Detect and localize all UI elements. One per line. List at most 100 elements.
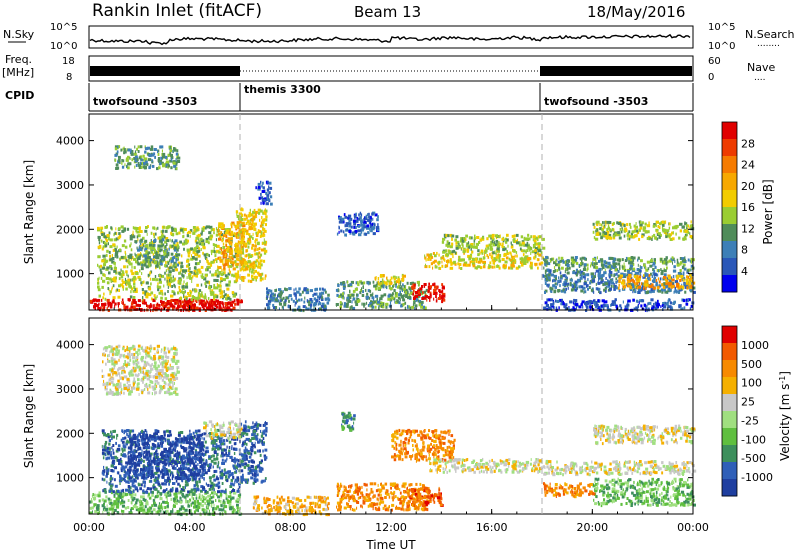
scatter-cell-0-7-177: [172, 161, 176, 165]
scatter-cell-0-19-68: [364, 225, 367, 229]
scatter-cell-0-2-869: [126, 227, 130, 231]
scatter-cell-0-14-107: [627, 257, 631, 261]
scatter-cell-0-13-216: [447, 234, 450, 238]
scatter-cell-0-3-135: [137, 257, 141, 260]
scatter-cell-0-15-386: [580, 289, 584, 293]
scatter-cell-0-8-33: [318, 297, 321, 300]
scatter-cell-0-13-25: [539, 235, 543, 239]
scatter-cell-0-2-255: [182, 269, 185, 273]
scatter-cell-0-2-457: [223, 290, 225, 294]
scatter-cell-0-19-119: [365, 214, 368, 218]
scatter-cell-0-15-188: [624, 275, 627, 278]
scatter-cell-0-7-84: [158, 166, 161, 170]
scatter-cell-0-2-361: [153, 250, 156, 254]
scatter-cell-0-9-61: [352, 289, 356, 293]
scatter-cell-0-15-89: [595, 287, 597, 291]
scatter-cell-0-2-131: [100, 226, 104, 230]
scatter-cell-0-2-726: [232, 234, 235, 237]
scatter-cell-0-4-132: [228, 232, 232, 236]
scatter-cell-0-13-84: [456, 241, 460, 245]
scatter-cell-0-2-562: [168, 276, 170, 280]
scatter-cell-0-9-23: [351, 293, 355, 297]
scatter-cell-0-2-769: [195, 241, 199, 245]
scatter-cell-0-9-233: [369, 302, 373, 305]
scatter-cell-0-16-204: [651, 235, 654, 239]
scatter-cell-0-5-260: [248, 211, 251, 215]
scatter-cell-1-0-136: [93, 493, 96, 497]
scatter-cell-0-15-403: [546, 278, 548, 281]
scatter-cell-0-10-4: [441, 300, 444, 304]
scatter-cell-0-15-206: [593, 275, 596, 279]
scatter-cell-1-1-9: [111, 469, 115, 473]
scatter-cell-0-14-248: [571, 260, 575, 264]
scatter-cell-0-2-765: [105, 277, 109, 280]
scatter-cell-0-18-52: [586, 305, 589, 309]
scatter-cell-0-8-132: [308, 303, 312, 307]
scatter-cell-0-4-112: [229, 237, 233, 241]
scatter-cell-0-7-151: [143, 157, 148, 161]
scatter-cell-0-2-625: [192, 288, 194, 292]
scatter-cell-0-16-37: [669, 238, 673, 241]
scatter-cell-0-2-28: [205, 237, 209, 241]
scatter-cell-0-11-7: [382, 281, 385, 285]
scatter-cell-0-5-55: [247, 273, 250, 277]
scatter-cell-0-16-228: [611, 227, 614, 231]
scatter-cell-0-15-202: [607, 284, 611, 288]
scatter-cell-0-2-27: [200, 283, 203, 287]
scatter-cell-0-7-18: [146, 146, 150, 150]
scatter-cell-0-0-96: [93, 298, 96, 302]
scatter-cell-0-13-191: [448, 244, 451, 248]
scatter-cell-0-0-42: [231, 300, 235, 304]
scatter-cell-0-12-106: [489, 261, 492, 265]
scatter-cell-0-14-75: [601, 266, 605, 269]
scatter-cell-0-16-202: [684, 229, 688, 233]
scatter-cell-0-2-886: [225, 297, 227, 301]
scatter-cell-0-12-169: [526, 260, 529, 264]
scatter-cell-0-2-848: [191, 275, 194, 279]
scatter-cell-0-2-155: [148, 293, 152, 297]
scatter-cell-0-15-145: [575, 285, 577, 289]
scatter-cell-0-0-100: [161, 303, 165, 307]
scatter-cell-0-9-280: [420, 305, 424, 309]
scatter-cell-0-2-548: [183, 247, 185, 251]
scatter-cell-0-15-405: [554, 285, 557, 289]
scatter-cell-0-8-171: [318, 292, 322, 296]
scatter-cell-0-2-594: [125, 287, 128, 291]
scatter-cell-0-19-100: [377, 223, 379, 227]
scatter-cell-1-0-137: [147, 494, 150, 498]
scatter-cell-0-2-893: [189, 267, 191, 270]
scatter-cell-0-4-5: [229, 247, 233, 251]
scatter-cell-0-14-201: [663, 260, 666, 264]
scatter-cell-0-14-181: [592, 257, 596, 261]
scatter-cell-0-3-95: [141, 246, 144, 250]
scatter-cell-0-13-215: [512, 238, 516, 242]
scatter-cell-0-6-16: [265, 197, 268, 201]
scatter-cell-0-5-117: [264, 276, 266, 280]
nsky-label: N.Sky: [3, 28, 35, 41]
scatter-cell-0-12-74: [540, 261, 544, 265]
scatter-cell-0-14-28: [585, 263, 589, 267]
scatter-cell-0-5-193: [251, 275, 253, 279]
scatter-cell-0-12-114: [465, 263, 469, 267]
velocity-scatter-cells: [89, 344, 697, 517]
scatter-cell-0-1-0: [206, 306, 209, 310]
scatter-cell-1-0-415: [225, 510, 227, 514]
scatter-cell-1-0-404: [122, 492, 125, 496]
scatter-cell-0-2-777: [108, 231, 111, 235]
scatter-cell-0-2-857: [97, 277, 99, 281]
scatter-cell-0-5-162: [242, 247, 244, 251]
scatter-cell-0-2-876: [167, 285, 169, 289]
scatter-cell-0-17-121: [689, 282, 692, 285]
scatter-cell-0-14-183: [544, 263, 547, 267]
scatter-cell-0-15-298: [594, 272, 596, 276]
scatter-cell-1-0-117: [194, 500, 197, 504]
scatter-cell-0-2-827: [131, 272, 135, 276]
scatter-cell-0-14-119: [690, 257, 693, 261]
scatter-cell-0-8-73: [320, 295, 322, 299]
scatter-cell-1-0-312: [192, 492, 196, 496]
scatter-cell-0-8-76: [275, 288, 277, 292]
scatter-cell-0-10-62: [424, 295, 428, 299]
scatter-cell-0-9-137: [411, 305, 415, 309]
scatter-cell-0-5-38: [251, 277, 255, 281]
scatter-cell-0-2-95: [209, 225, 213, 229]
